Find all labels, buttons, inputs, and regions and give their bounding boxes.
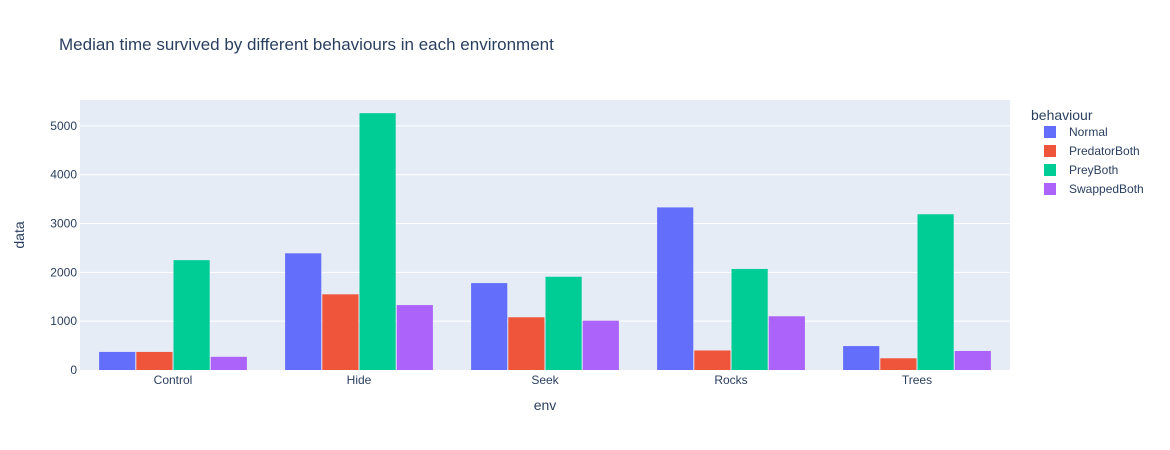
bar-trees-normal xyxy=(843,346,880,370)
legend-swatch-predatorboth xyxy=(1044,145,1056,157)
legend-swatch-swappedboth xyxy=(1044,183,1056,195)
x-tick-labels: Control Hide Seek Rocks Trees xyxy=(154,373,932,387)
x-tick-label: Rocks xyxy=(714,373,747,387)
legend-swatch-preyboth xyxy=(1044,164,1056,176)
y-tick-label: 2000 xyxy=(50,265,77,279)
bar-rocks-swappedboth xyxy=(768,316,805,370)
bar-trees-swappedboth xyxy=(954,350,991,370)
y-tick-label: 4000 xyxy=(50,168,77,182)
y-tick-labels: 0 1000 2000 3000 4000 5000 xyxy=(50,119,77,377)
legend-label-normal: Normal xyxy=(1069,125,1108,139)
x-tick-label: Hide xyxy=(347,373,372,387)
chart-title: Median time survived by different behavi… xyxy=(59,35,554,54)
y-tick-label: 3000 xyxy=(50,217,77,231)
x-tick-label: Seek xyxy=(531,373,559,387)
bars xyxy=(99,113,991,370)
bar-hide-swappedboth xyxy=(396,305,433,370)
bar-trees-preyboth xyxy=(917,214,954,370)
bar-seek-preyboth xyxy=(545,276,582,370)
bar-seek-swappedboth xyxy=(582,320,619,370)
x-axis-title: env xyxy=(534,397,557,413)
bar-control-swappedboth xyxy=(210,356,247,370)
bar-seek-predatorboth xyxy=(508,317,545,370)
y-axis-title: data xyxy=(11,221,27,248)
bar-rocks-normal xyxy=(657,207,694,370)
bar-rocks-predatorboth xyxy=(694,350,731,370)
plot-background xyxy=(80,100,1010,370)
y-tick-label: 0 xyxy=(70,363,77,377)
legend-label-preyboth: PreyBoth xyxy=(1069,163,1118,177)
bar-trees-predatorboth xyxy=(880,358,917,370)
bar-control-normal xyxy=(99,351,136,370)
bar-control-predatorboth xyxy=(136,351,173,370)
grid-lines xyxy=(80,125,1010,322)
legend-label-predatorboth: PredatorBoth xyxy=(1069,144,1140,158)
bar-control-preyboth xyxy=(173,260,210,370)
bar-hide-normal xyxy=(285,253,322,370)
x-tick-label: Trees xyxy=(902,373,932,387)
bar-rocks-preyboth xyxy=(731,268,768,370)
legend: behaviour Normal PredatorBoth PreyBoth Swap… xyxy=(1031,107,1144,196)
x-tick-label: Control xyxy=(154,373,193,387)
legend-swatch-normal xyxy=(1044,126,1056,138)
y-tick-label: 5000 xyxy=(50,119,77,133)
bar-hide-preyboth xyxy=(359,113,396,370)
bar-seek-normal xyxy=(471,283,508,370)
legend-label-swappedboth: SwappedBoth xyxy=(1069,182,1144,196)
legend-title: behaviour xyxy=(1031,107,1093,123)
bar-hide-predatorboth xyxy=(322,294,359,370)
y-tick-label: 1000 xyxy=(50,314,77,328)
